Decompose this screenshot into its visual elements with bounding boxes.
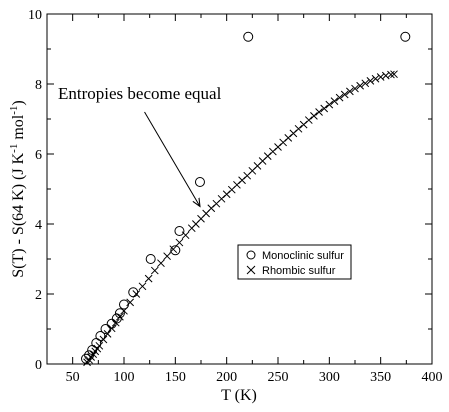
data-point-monoclinic [194,177,205,187]
data-point-monoclinic [95,331,106,341]
data-point-rhombic [376,73,385,81]
data-point-rhombic [138,282,147,291]
data-point-rhombic [340,90,349,99]
series-monoclinic-sulfur [81,31,411,364]
y-tick-label: 4 [35,218,42,233]
y-tick-label: 6 [35,148,42,163]
data-point-rhombic [361,79,370,88]
data-point-rhombic [371,74,380,83]
legend-label-rhombic: Rhombic sulfur [262,265,336,277]
tick-labels: 50 100 150 200 250 300 350 400 0 2 4 6 8 10 [28,8,443,385]
data-point-rhombic [325,100,334,109]
data-point-rhombic [390,70,398,79]
x-tick-label: 50 [66,370,80,385]
axis-ticks [46,13,433,365]
y-tick-label: 8 [35,78,42,93]
data-point-monoclinic [170,245,181,256]
data-point-rhombic [381,71,390,80]
data-point-rhombic [304,116,313,124]
data-point-rhombic [330,97,339,106]
annotation: Entropies become equal [58,84,222,207]
data-point-monoclinic [145,254,156,264]
data-point-monoclinic [106,318,117,329]
data-point-monoclinic [111,313,122,324]
x-tick-label: 100 [114,370,135,385]
data-point-rhombic [163,252,171,261]
legend-box [237,244,352,280]
data-point-rhombic [387,70,395,79]
data-point-monoclinic [100,324,111,334]
data-point-rhombic [356,81,364,90]
data-point-rhombic [175,238,184,247]
y-tick-label: 2 [35,288,42,303]
data-point-monoclinic [174,226,185,236]
x-tick-label: 350 [370,370,391,385]
data-point-rhombic [346,87,354,96]
x-tick-label: 250 [268,370,289,385]
x-tick-label: 300 [319,370,340,385]
data-point-monoclinic [119,299,129,310]
data-point-rhombic [95,341,104,350]
data-point-rhombic [320,104,329,113]
x-tick-label: 150 [165,370,186,385]
data-point-rhombic [157,259,165,268]
legend-marker-x [246,265,256,275]
data-point-monoclinic [243,31,254,42]
data-point-rhombic [150,266,159,275]
data-point-rhombic [126,298,135,307]
data-point-rhombic [351,84,359,93]
data-point-rhombic [310,111,318,120]
data-point-monoclinic [84,350,95,361]
plot-frame [46,13,433,365]
data-point-monoclinic [400,31,411,42]
data-point-rhombic [144,274,153,283]
data-point-rhombic [335,93,344,102]
data-point-monoclinic [81,353,92,364]
x-axis-label: T (K) [221,387,257,404]
series-rhombic-sulfur [83,70,398,367]
annotation-arrow [144,111,200,207]
legend: Monoclinic sulfur Rhombic sulfur [237,244,352,280]
data-point-rhombic [366,76,375,85]
data-point-rhombic [315,108,323,116]
annotation-text: Entropies become equal [58,84,222,103]
legend-marker-circle [246,250,256,260]
x-tick-label: 200 [216,370,237,385]
y-tick-label: 10 [28,8,42,23]
y-axis-label: S(T) - S(64 K) (J K-1 mol-1) [8,100,27,277]
data-point-monoclinic [128,287,139,298]
data-point-rhombic [294,124,303,133]
legend-label-monoclinic: Monoclinic sulfur [262,250,344,262]
y-tick-label: 0 [35,358,42,373]
x-tick-label: 400 [422,370,443,385]
data-point-monoclinic [114,308,125,319]
